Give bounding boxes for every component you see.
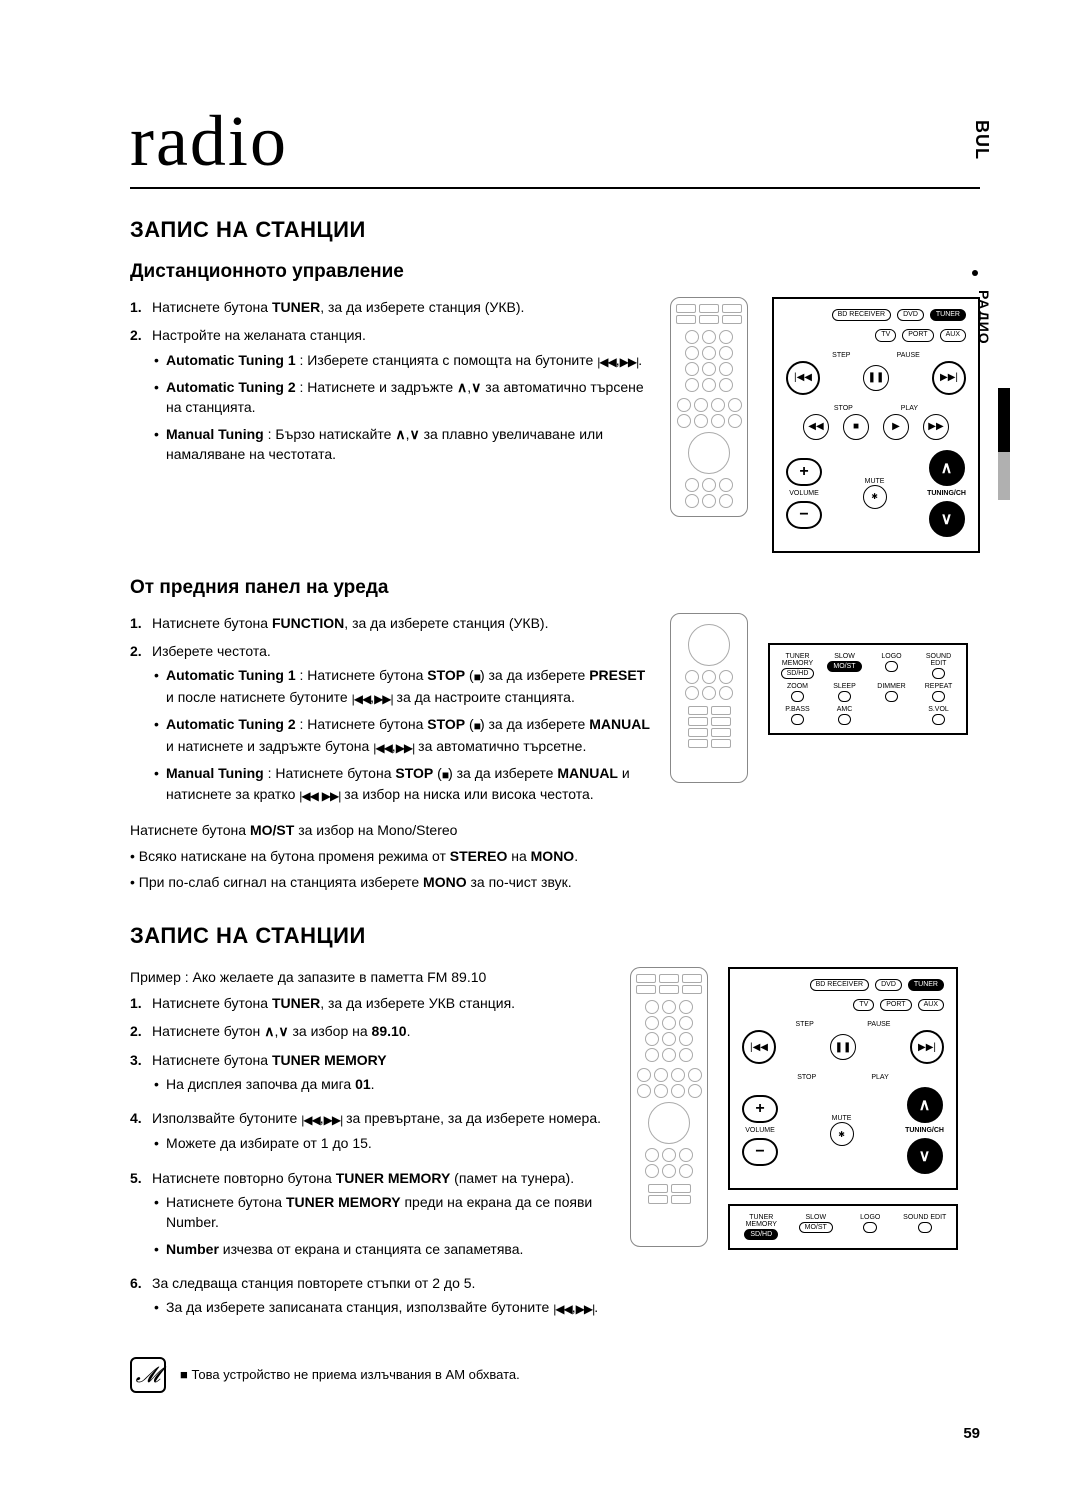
diagram-preset: BD RECEIVER DVD TUNER TV PORT AUX STEPPA… xyxy=(630,967,980,1333)
sub-item: Можете да избирате от 1 до 15. xyxy=(152,1133,610,1153)
tune-down-icon: ∨ xyxy=(929,501,965,537)
page-number: 59 xyxy=(963,1425,980,1442)
mo-st-bullet2: • При по-слаб сигнал на станцията избере… xyxy=(130,872,650,892)
btn-port: PORT xyxy=(902,329,933,341)
front-panel-steps-list: 1. Натиснете бутона FUNCTION, за да избе… xyxy=(130,613,650,812)
list-item: 4. Използвайте бутоните |◀◀,▶▶| за превъ… xyxy=(130,1108,610,1160)
small-button-panel: TUNER MEMORYSD/HD SLOWMO/ST LOGO SOUND E… xyxy=(768,643,968,735)
pause-icon: ❚❚ xyxy=(863,365,889,391)
vol-down-icon: − xyxy=(786,501,822,529)
step-text: Натиснете бутона TUNER, за да изберете с… xyxy=(152,297,650,317)
list-item: 1.Натиснете бутона TUNER, за да изберете… xyxy=(130,993,610,1013)
list-item: 2. Изберете честота. Automatic Tuning 1 … xyxy=(130,641,650,812)
list-item: 3. Натиснете бутона TUNER MEMORY На дисп… xyxy=(130,1050,610,1101)
btn-dvd: DVD xyxy=(897,309,924,321)
diagram-front-panel: TUNER MEMORYSD/HD SLOWMO/ST LOGO SOUND E… xyxy=(670,613,980,899)
sub-item: Manual Tuning : Бързо натискайте ∧,∨ за … xyxy=(152,424,650,465)
sub-item: Automatic Tuning 1 : Натиснете бутона ST… xyxy=(152,665,650,708)
section2-intro: Пример : Ако желаете да запазите в памет… xyxy=(130,967,610,987)
btn-bdreceiver: BD RECEIVER xyxy=(832,309,891,321)
side-bullet xyxy=(972,270,978,276)
tune-up-icon: ∧ xyxy=(929,450,965,486)
step-text: Настройте на желаната станция. Automatic… xyxy=(152,325,650,470)
list-item: 5. Натиснете повторно бутона TUNER MEMOR… xyxy=(130,1168,610,1265)
list-item: 1. Натиснете бутона FUNCTION, за да избе… xyxy=(130,613,650,633)
next-icon: ▶▶| xyxy=(910,1030,944,1064)
vol-up-icon: + xyxy=(742,1095,778,1123)
vol-up-icon: + xyxy=(786,458,822,486)
ffwd-icon: ▶▶ xyxy=(923,414,949,440)
note-icon: 𝓜 xyxy=(130,1357,166,1393)
control-panel-diagram: BD RECEIVER DVD TUNER TV PORT AUX STEPPA… xyxy=(728,967,958,1191)
section2-title: ЗАПИС НА СТАНЦИИ xyxy=(130,923,980,949)
list-item: 2.Натиснете бутон ∧,∨ за избор на 89.10. xyxy=(130,1021,610,1041)
remote-steps-list: 1. Натиснете бутона TUNER, за да изберет… xyxy=(130,297,650,470)
control-panel-diagram: BD RECEIVER DVD TUNER TV PORT AUX STEPPA… xyxy=(772,297,980,553)
section1-title: ЗАПИС НА СТАНЦИИ xyxy=(130,217,980,243)
section1-sub1-title: Дистанционното управление xyxy=(130,261,980,283)
prev-icon: |◀◀ xyxy=(786,361,820,395)
rewind-icon: ◀◀ xyxy=(803,414,829,440)
section1-sub2-title: От предния панел на уреда xyxy=(130,577,980,599)
sub-list: Automatic Tuning 1 : Изберете станцията … xyxy=(152,350,650,465)
page-title: radio xyxy=(130,100,980,189)
remote-illustration xyxy=(670,613,748,783)
sub-item: Automatic Tuning 2 : Натиснете и задръжт… xyxy=(152,377,650,418)
btn-aux: AUX xyxy=(940,329,966,341)
list-item: 1. Натиснете бутона TUNER, за да изберет… xyxy=(130,297,650,317)
side-tab-lang: BUL xyxy=(971,120,992,160)
sub-item: На дисплея започва да мига 01. xyxy=(152,1074,610,1094)
prev-icon: |◀◀ xyxy=(742,1030,776,1064)
remote-illustration xyxy=(670,297,748,517)
sub-item: Manual Tuning : Натиснете бутона STOP (■… xyxy=(152,763,650,806)
preset-steps-list: 1.Натиснете бутона TUNER, за да изберете… xyxy=(130,993,610,1325)
note-text: ■ Това устройство не приема излъчвания в… xyxy=(180,1367,520,1382)
sub-item: За да изберете записаната станция, изпол… xyxy=(152,1297,610,1318)
tune-down-icon: ∨ xyxy=(907,1138,943,1174)
sub-item: Automatic Tuning 2 : Натиснете бутона ST… xyxy=(152,714,650,757)
list-item: 2. Настройте на желаната станция. Automa… xyxy=(130,325,650,470)
small-button-panel: TUNER MEMORYSD/HD SLOWMO/ST LOGO SOUND E… xyxy=(728,1204,958,1250)
mo-st-bullet1: • Всяко натискане на бутона променя режи… xyxy=(130,846,650,866)
side-index-marker-black xyxy=(998,388,1010,452)
btn-tuner: TUNER xyxy=(930,309,966,321)
sub-item: Number изчезва от екрана и станцията се … xyxy=(152,1239,610,1259)
side-index-marker-gray xyxy=(998,452,1010,500)
vol-down-icon: − xyxy=(742,1138,778,1166)
diagram-remote-top: BD RECEIVER DVD TUNER TV PORT AUX STEPPA… xyxy=(670,297,980,553)
mute-icon: ✱ xyxy=(830,1122,854,1146)
pause-icon: ❚❚ xyxy=(830,1034,856,1060)
tune-up-icon: ∧ xyxy=(907,1087,943,1123)
stop-icon: ■ xyxy=(843,414,869,440)
sub-item: Натиснете бутона TUNER MEMORY преди на е… xyxy=(152,1192,610,1233)
sub-item: Automatic Tuning 1 : Изберете станцията … xyxy=(152,350,650,371)
remote-illustration xyxy=(630,967,708,1247)
mute-icon: ✱ xyxy=(863,485,887,509)
list-item: 6. За следваща станция повторете стъпки … xyxy=(130,1273,610,1325)
next-icon: ▶▶| xyxy=(932,361,966,395)
play-icon: ▶ xyxy=(883,414,909,440)
mo-st-para: Натиснете бутона MO/ST за избор на Mono/… xyxy=(130,820,650,840)
btn-tv: TV xyxy=(875,329,896,341)
note-row: 𝓜 ■ Това устройство не приема излъчвания… xyxy=(130,1357,980,1393)
